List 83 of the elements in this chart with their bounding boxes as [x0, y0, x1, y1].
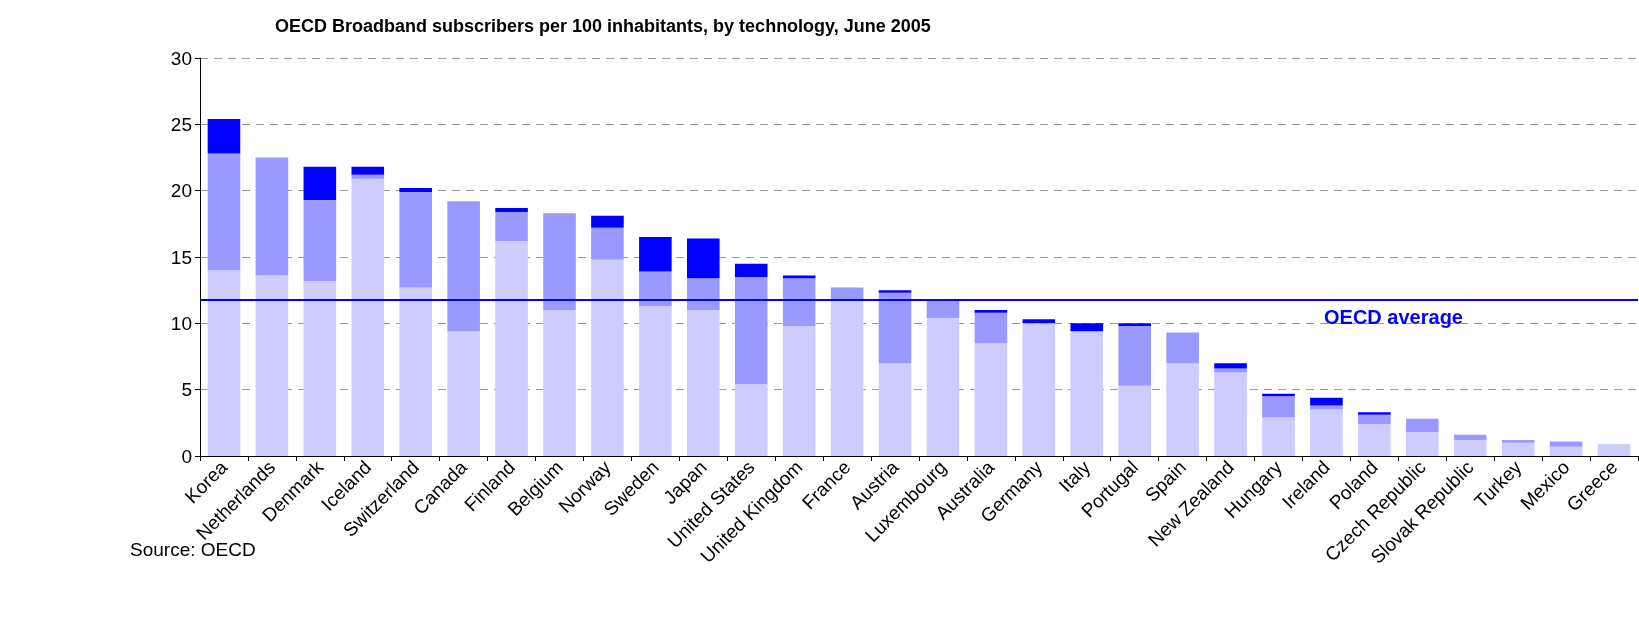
bar	[974, 310, 1008, 313]
y-tick-label: 30	[170, 47, 192, 69]
bar	[303, 199, 337, 281]
ref-line-label: OECD average	[1324, 306, 1463, 329]
y-tick-label: 25	[170, 113, 192, 135]
bar	[543, 310, 576, 456]
bar	[974, 343, 1008, 456]
bar	[687, 238, 720, 279]
bar	[351, 174, 385, 179]
bar	[1406, 432, 1439, 456]
bar	[399, 287, 432, 456]
bar	[1310, 405, 1343, 410]
bar	[1549, 446, 1583, 456]
bar	[1310, 397, 1343, 406]
y-tick-label: 0	[181, 445, 192, 467]
bar	[399, 191, 432, 288]
bar	[303, 280, 337, 456]
bar	[878, 292, 912, 364]
bar	[447, 201, 480, 332]
bar	[1022, 323, 1056, 456]
bar	[926, 318, 960, 456]
bar	[1262, 396, 1295, 418]
bar	[734, 276, 768, 385]
bar	[1166, 363, 1199, 456]
bar	[351, 166, 385, 175]
bar	[639, 237, 672, 272]
bar	[1214, 363, 1247, 369]
bar	[1022, 319, 1056, 324]
bar	[255, 157, 289, 276]
bar	[1453, 434, 1487, 441]
bar	[639, 271, 672, 307]
bar	[1262, 417, 1295, 456]
chart-title: OECD Broadband subscribers per 100 inhabitants, by technology, June 2005	[275, 16, 931, 36]
bar	[207, 153, 241, 271]
bar	[591, 227, 624, 260]
bar	[734, 384, 768, 456]
bar	[974, 312, 1008, 344]
bar	[207, 119, 241, 154]
bar	[878, 363, 912, 456]
bar	[1501, 442, 1535, 456]
bar	[1453, 440, 1487, 456]
bar	[1166, 332, 1199, 364]
bar	[1501, 440, 1535, 443]
source-note: Source: OECD	[130, 539, 256, 560]
bar	[878, 290, 912, 293]
bar	[351, 178, 385, 456]
bar	[495, 207, 528, 212]
bar	[495, 211, 528, 242]
bar	[687, 310, 720, 456]
bar	[1358, 412, 1391, 415]
bar	[830, 300, 864, 456]
y-tick-label: 5	[181, 379, 192, 401]
bar	[543, 213, 576, 311]
bar	[495, 241, 528, 456]
bar	[591, 259, 624, 456]
bar	[926, 300, 960, 319]
bar	[1070, 331, 1104, 456]
bar	[1549, 441, 1583, 447]
bar	[1358, 414, 1391, 425]
bar	[1070, 323, 1104, 332]
bar	[639, 306, 672, 456]
y-tick-label: 20	[170, 180, 192, 202]
bar	[1214, 372, 1247, 456]
bar	[1214, 368, 1247, 373]
bar	[782, 278, 816, 326]
bar	[207, 270, 241, 456]
bar	[1118, 325, 1151, 386]
bar	[734, 263, 768, 277]
bar	[399, 188, 432, 192]
bar	[1118, 323, 1151, 326]
bar	[1358, 424, 1391, 456]
y-tick-label: 15	[170, 246, 192, 268]
y-tick-label: 10	[170, 312, 192, 334]
bar	[687, 278, 720, 311]
bar	[1118, 385, 1151, 456]
bar	[255, 275, 289, 456]
bar	[1406, 418, 1439, 433]
bar	[303, 166, 337, 200]
bar	[782, 325, 816, 456]
bar	[447, 331, 480, 456]
bar	[1310, 409, 1343, 456]
bar	[591, 215, 624, 228]
bar	[1597, 444, 1631, 456]
